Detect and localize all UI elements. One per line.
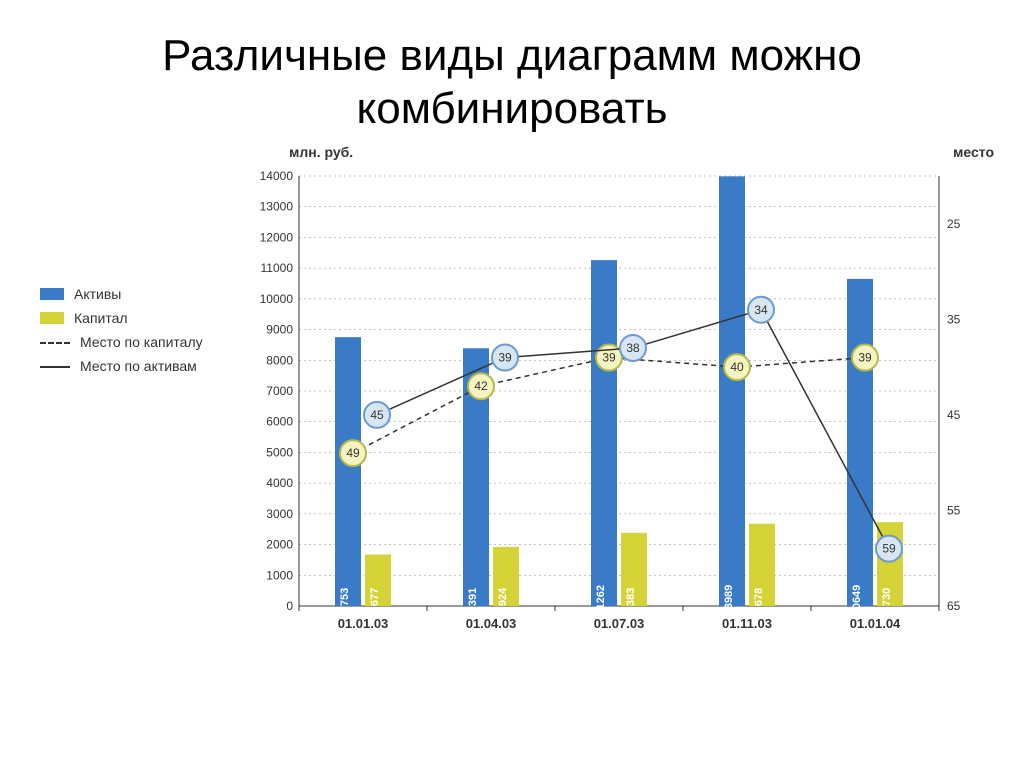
legend-item-rank-assets: Место по активам bbox=[40, 358, 214, 374]
svg-text:65: 65 bbox=[947, 599, 961, 613]
svg-text:13989: 13989 bbox=[723, 584, 735, 615]
legend-item-rank-capital: Место по капиталу bbox=[40, 334, 214, 350]
svg-text:49: 49 bbox=[346, 446, 360, 460]
svg-text:38: 38 bbox=[626, 341, 640, 355]
svg-text:14000: 14000 bbox=[260, 169, 294, 183]
svg-text:34: 34 bbox=[754, 302, 768, 316]
svg-text:40: 40 bbox=[730, 360, 744, 374]
swatch-rank-assets bbox=[40, 360, 70, 372]
svg-text:8753: 8753 bbox=[339, 587, 351, 611]
svg-text:2730: 2730 bbox=[881, 587, 893, 611]
svg-text:6000: 6000 bbox=[266, 414, 293, 428]
svg-text:4000: 4000 bbox=[266, 476, 293, 490]
legend-label: Место по активам bbox=[80, 358, 197, 374]
swatch-assets bbox=[40, 288, 64, 300]
legend-label: Место по капиталу bbox=[80, 334, 203, 350]
svg-text:7000: 7000 bbox=[266, 384, 293, 398]
svg-text:5000: 5000 bbox=[266, 445, 293, 459]
svg-text:2383: 2383 bbox=[625, 587, 637, 611]
svg-text:2000: 2000 bbox=[266, 537, 293, 551]
legend-label: Активы bbox=[74, 286, 121, 302]
svg-text:11262: 11262 bbox=[595, 585, 607, 615]
bar-assets bbox=[591, 260, 617, 606]
bar-assets bbox=[335, 337, 361, 606]
svg-text:3000: 3000 bbox=[266, 506, 293, 520]
svg-text:10649: 10649 bbox=[851, 584, 863, 615]
y-left-title: млн. руб. bbox=[289, 144, 353, 160]
svg-text:59: 59 bbox=[882, 541, 896, 555]
svg-text:9000: 9000 bbox=[266, 322, 293, 336]
svg-text:25: 25 bbox=[947, 216, 961, 230]
svg-text:39: 39 bbox=[858, 350, 872, 364]
slide-title: Различные виды диаграмм можно комбиниров… bbox=[40, 30, 984, 136]
svg-text:39: 39 bbox=[602, 350, 616, 364]
svg-text:8000: 8000 bbox=[266, 353, 293, 367]
svg-text:01.11.03: 01.11.03 bbox=[722, 616, 772, 631]
legend-item-capital: Капитал bbox=[40, 310, 214, 326]
svg-text:45: 45 bbox=[370, 407, 384, 421]
svg-text:39: 39 bbox=[498, 350, 512, 364]
svg-text:8391: 8391 bbox=[467, 587, 479, 611]
legend-label: Капитал bbox=[74, 310, 128, 326]
svg-text:12000: 12000 bbox=[260, 230, 294, 244]
legend: Активы Капитал Место по капиталу Место п… bbox=[40, 286, 214, 382]
svg-text:01.04.03: 01.04.03 bbox=[466, 616, 517, 631]
legend-item-assets: Активы bbox=[40, 286, 214, 302]
svg-text:1924: 1924 bbox=[497, 586, 509, 611]
svg-text:1000: 1000 bbox=[266, 568, 293, 582]
svg-text:10000: 10000 bbox=[260, 291, 294, 305]
svg-text:45: 45 bbox=[947, 407, 961, 421]
svg-text:35: 35 bbox=[947, 312, 961, 326]
svg-text:01.01.03: 01.01.03 bbox=[338, 616, 389, 631]
chart-container: млн. руб. место 010002000300040005000600… bbox=[244, 166, 984, 646]
svg-text:01.01.04: 01.01.04 bbox=[850, 616, 901, 631]
svg-text:42: 42 bbox=[474, 379, 488, 393]
svg-text:11000: 11000 bbox=[261, 261, 294, 275]
svg-text:55: 55 bbox=[947, 503, 961, 517]
swatch-rank-capital bbox=[40, 336, 70, 348]
bar-assets bbox=[847, 279, 873, 606]
svg-text:0: 0 bbox=[286, 599, 293, 613]
svg-text:13000: 13000 bbox=[260, 199, 294, 213]
svg-text:2678: 2678 bbox=[753, 587, 765, 611]
bar-assets bbox=[719, 176, 745, 606]
svg-text:1677: 1677 bbox=[369, 587, 381, 611]
svg-text:01.07.03: 01.07.03 bbox=[594, 616, 645, 631]
combo-chart: 0 1000 2000 3000 4000 5000 6000 7000 8000 9000 100… bbox=[244, 166, 984, 646]
swatch-capital bbox=[40, 312, 64, 324]
y-right-title: место bbox=[953, 144, 994, 160]
